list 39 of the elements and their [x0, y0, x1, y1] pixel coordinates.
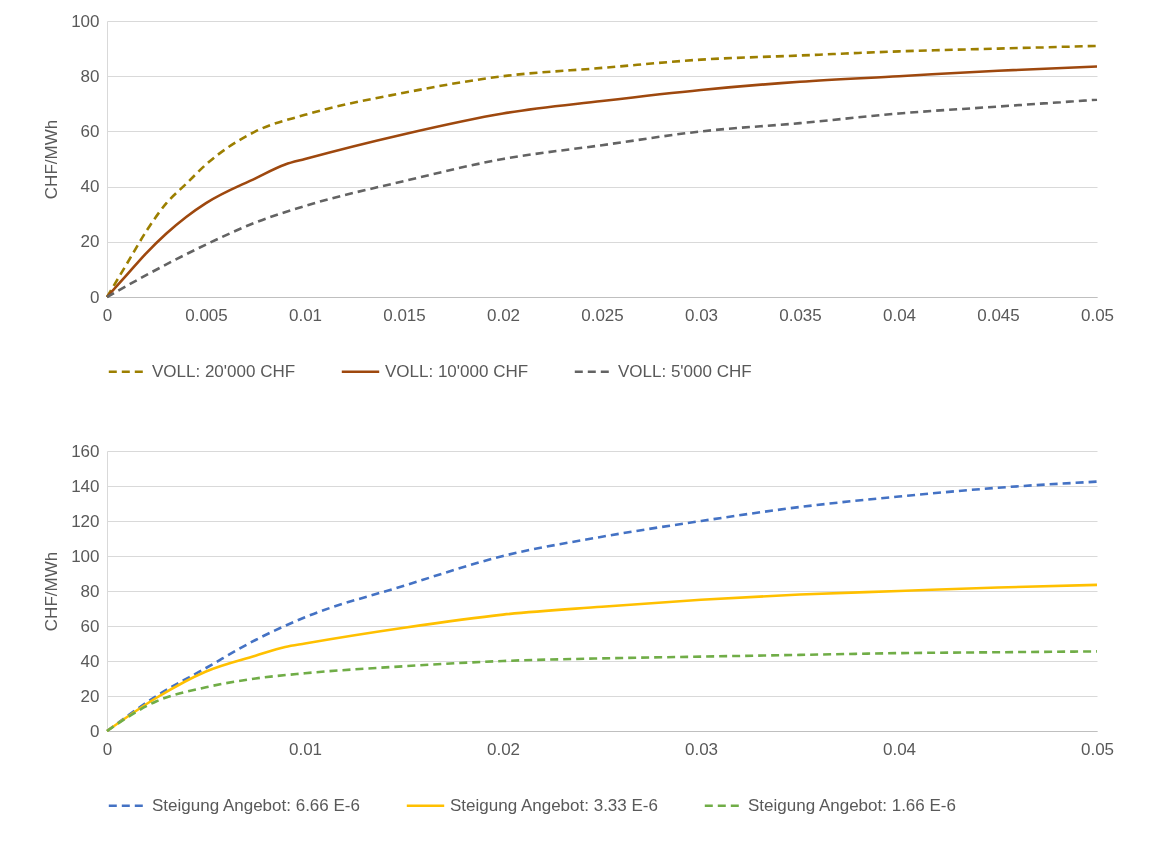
x-tick-label: 0.01	[288, 305, 323, 325]
y-axis-title: CHF/MWh	[42, 551, 62, 632]
legend-label: Steigung Angebot: 6.66 E-6	[152, 795, 360, 815]
legend-label: VOLL: 20'000 CHF	[152, 361, 296, 381]
x-tick-label: 0.03	[684, 739, 719, 759]
x-tick-label: 0.03	[684, 305, 719, 325]
y-tick-label: 40	[80, 651, 100, 671]
y-tick-label: 120	[71, 511, 100, 531]
y-tick-label: 60	[80, 616, 100, 636]
x-tick-label: 0.005	[185, 305, 228, 325]
y-tick-label: 160	[71, 441, 100, 461]
y-tick-label: 80	[80, 581, 100, 601]
legend-label: VOLL: 5'000 CHF	[618, 361, 752, 381]
legend-label: VOLL: 10'000 CHF	[385, 361, 529, 381]
y-tick-label: 100	[71, 546, 100, 566]
x-tick-label: 0.05	[1080, 739, 1115, 759]
y-tick-label: 0	[90, 287, 100, 307]
y-tick-label: 0	[90, 721, 100, 741]
x-tick-label: 0.05	[1080, 305, 1115, 325]
y-tick-label: 80	[80, 66, 100, 86]
line-series	[105, 650, 1099, 733]
y-tick-label: 40	[80, 177, 100, 197]
y-tick-label: 60	[80, 121, 100, 141]
x-tick-label: 0.025	[581, 305, 624, 325]
y-tick-label: 20	[80, 686, 100, 706]
x-tick-label: 0.035	[779, 305, 822, 325]
x-tick-label: 0.02	[486, 739, 521, 759]
legend-label: Steigung Angebot: 3.33 E-6	[450, 795, 658, 815]
x-tick-label: 0.045	[977, 305, 1020, 325]
y-axis-title: CHF/MWh	[42, 119, 62, 200]
y-tick-label: 20	[80, 232, 100, 252]
x-tick-label: 0.04	[882, 305, 917, 325]
x-tick-label: 0.015	[383, 305, 426, 325]
x-tick-label: 0.01	[288, 739, 323, 759]
legend-label: Steigung Angebot: 1.66 E-6	[748, 795, 956, 815]
x-tick-label: 0.04	[882, 739, 917, 759]
y-tick-label: 140	[71, 476, 100, 496]
x-tick-label: 0.02	[486, 305, 521, 325]
y-tick-label: 100	[71, 11, 100, 31]
